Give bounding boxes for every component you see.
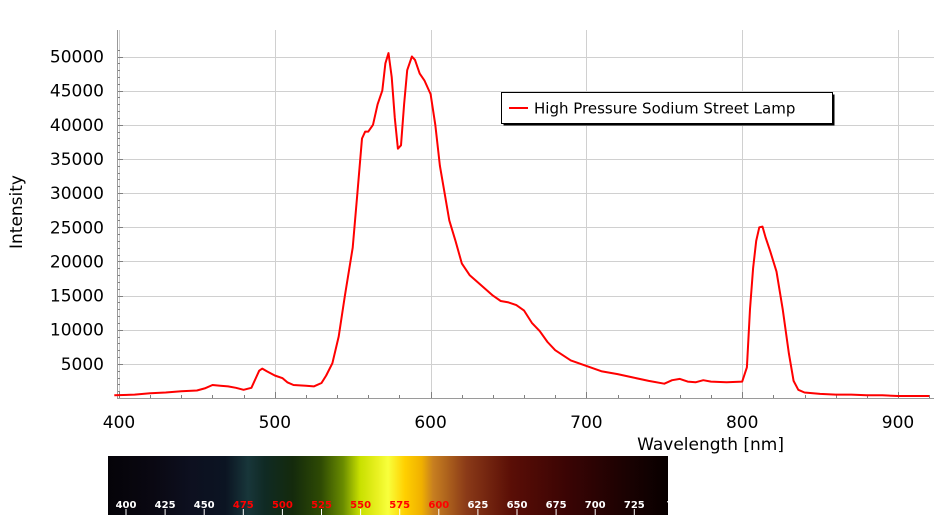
y-tick-label-45000: 45000 <box>50 82 104 102</box>
y-tick-label-35000: 35000 <box>50 150 104 170</box>
x-tick-label-900: 900 <box>882 413 914 433</box>
y-tick-label-25000: 25000 <box>50 218 104 238</box>
x-tick-labels: 400 500 600 700 800 900 <box>103 413 914 433</box>
x-tick-label-700: 700 <box>570 413 602 433</box>
x-tick-label-500: 500 <box>259 413 291 433</box>
spectrum-label-650: 650 <box>507 500 528 511</box>
spectrum-label-600: 600 <box>428 500 449 511</box>
spectrum-label-450: 450 <box>194 500 215 511</box>
spectrum-label-425: 425 <box>155 500 176 511</box>
legend: High Pressure Sodium Street Lamp <box>501 92 835 126</box>
x-tick-label-600: 600 <box>414 413 446 433</box>
spectrum-gradient <box>108 456 668 515</box>
spectrum-label-575: 575 <box>389 500 410 511</box>
y-tick-label-15000: 15000 <box>50 287 104 307</box>
y-tick-labels: 5000 10000 15000 20000 25000 30000 35000 40000 4… <box>50 48 104 375</box>
x-tick-label-400: 400 <box>103 413 135 433</box>
spectrum-labels: 400 425 450 475 500 525 550 575 600 625 650 675 700 7… <box>116 500 680 515</box>
y-tick-label-30000: 30000 <box>50 184 104 204</box>
spectrum-label-675: 675 <box>546 500 567 511</box>
grid <box>117 30 934 398</box>
legend-box <box>501 92 833 124</box>
y-tick-label-5000: 5000 <box>61 355 104 375</box>
y-tick-label-50000: 50000 <box>50 48 104 68</box>
legend-label: High Pressure Sodium Street Lamp <box>534 100 795 118</box>
spectrum-label-400: 400 <box>116 500 137 511</box>
spectrum-label-525: 525 <box>311 500 332 511</box>
series-line-high-pressure-sodium <box>114 52 930 397</box>
spectrum-label-550: 550 <box>350 500 371 511</box>
x-axis-title: Wavelength [nm] <box>637 435 784 455</box>
y-axis-title: Intensity <box>7 175 27 249</box>
x-tick-label-800: 800 <box>726 413 758 433</box>
y-tick-label-40000: 40000 <box>50 116 104 136</box>
spectrum-label-725: 725 <box>624 500 645 511</box>
spectrum-label-625: 625 <box>467 500 488 511</box>
spectrum-label-75: 75 <box>666 500 680 511</box>
spectrum-label-700: 700 <box>585 500 606 511</box>
y-tick-label-20000: 20000 <box>50 252 104 272</box>
spectrum-label-500: 500 <box>272 500 293 511</box>
spectrum-label-475: 475 <box>233 500 254 511</box>
y-tick-label-10000: 10000 <box>50 321 104 341</box>
spectrum-bar: 400 425 450 475 500 525 550 575 600 625 650 675 700 7… <box>108 456 680 515</box>
